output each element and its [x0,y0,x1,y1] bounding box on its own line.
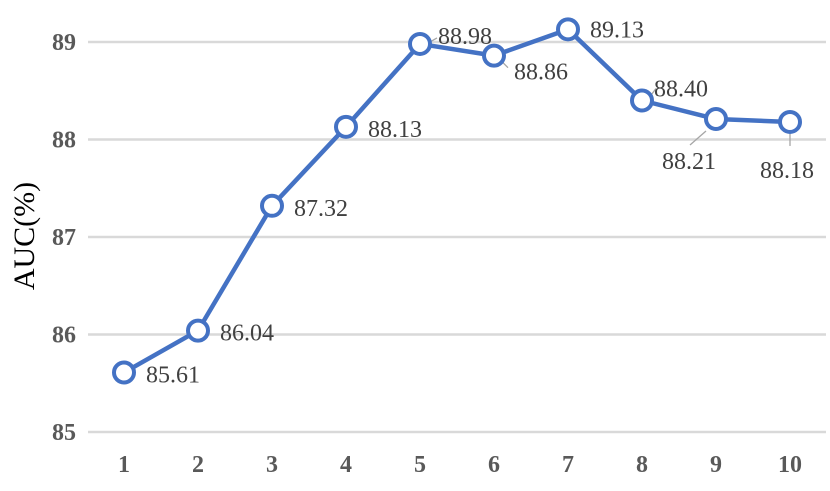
x-tick-label: 3 [266,452,278,478]
x-tick-label: 1 [118,452,130,478]
data-point-4 [334,114,358,139]
series-auc [112,17,802,385]
data-label: 88.21 [662,149,716,175]
y-tick-label: 88 [52,128,76,154]
y-tick-label: 87 [52,225,76,251]
y-axis-title: AUC(%) [8,182,41,290]
data-point-8 [630,88,654,113]
data-label: 88.13 [368,117,422,143]
y-axis-ticks: 85 86 87 88 89 [52,30,76,446]
x-tick-label: 9 [710,452,722,478]
data-label: 88.40 [654,77,708,103]
x-tick-label: 7 [562,452,574,478]
data-label: 88.98 [438,24,492,50]
y-tick-label: 86 [52,323,76,349]
data-point-5 [408,31,432,56]
gridlines [88,40,826,434]
x-tick-label: 8 [636,452,648,478]
series-line [122,27,791,375]
data-label: 89.13 [590,17,644,43]
data-point-6 [482,43,506,68]
x-tick-label: 6 [488,452,500,478]
y-tick-label: 85 [52,420,76,446]
data-label: 85.61 [146,363,200,389]
data-point-2 [186,318,210,343]
data-labels: 85.61 86.04 87.32 88.13 88.98 88.86 89.13 88.40… [146,17,814,388]
data-point-1 [112,360,136,385]
data-label: 87.32 [294,196,348,222]
data-label: 88.18 [760,158,814,184]
x-axis-ticks: 1 2 3 4 5 6 7 8 9 10 [118,452,802,478]
data-point-3 [260,193,284,218]
x-tick-label: 5 [414,452,426,478]
data-point-10 [778,109,802,134]
label-leader-line [689,130,707,146]
data-point-9 [704,107,728,132]
data-point-7 [556,17,580,42]
data-label: 88.86 [514,60,568,86]
x-tick-label: 10 [778,452,802,478]
x-tick-label: 4 [340,452,352,478]
x-tick-label: 2 [192,452,204,478]
y-tick-label: 89 [52,30,76,56]
data-label: 86.04 [220,321,274,347]
